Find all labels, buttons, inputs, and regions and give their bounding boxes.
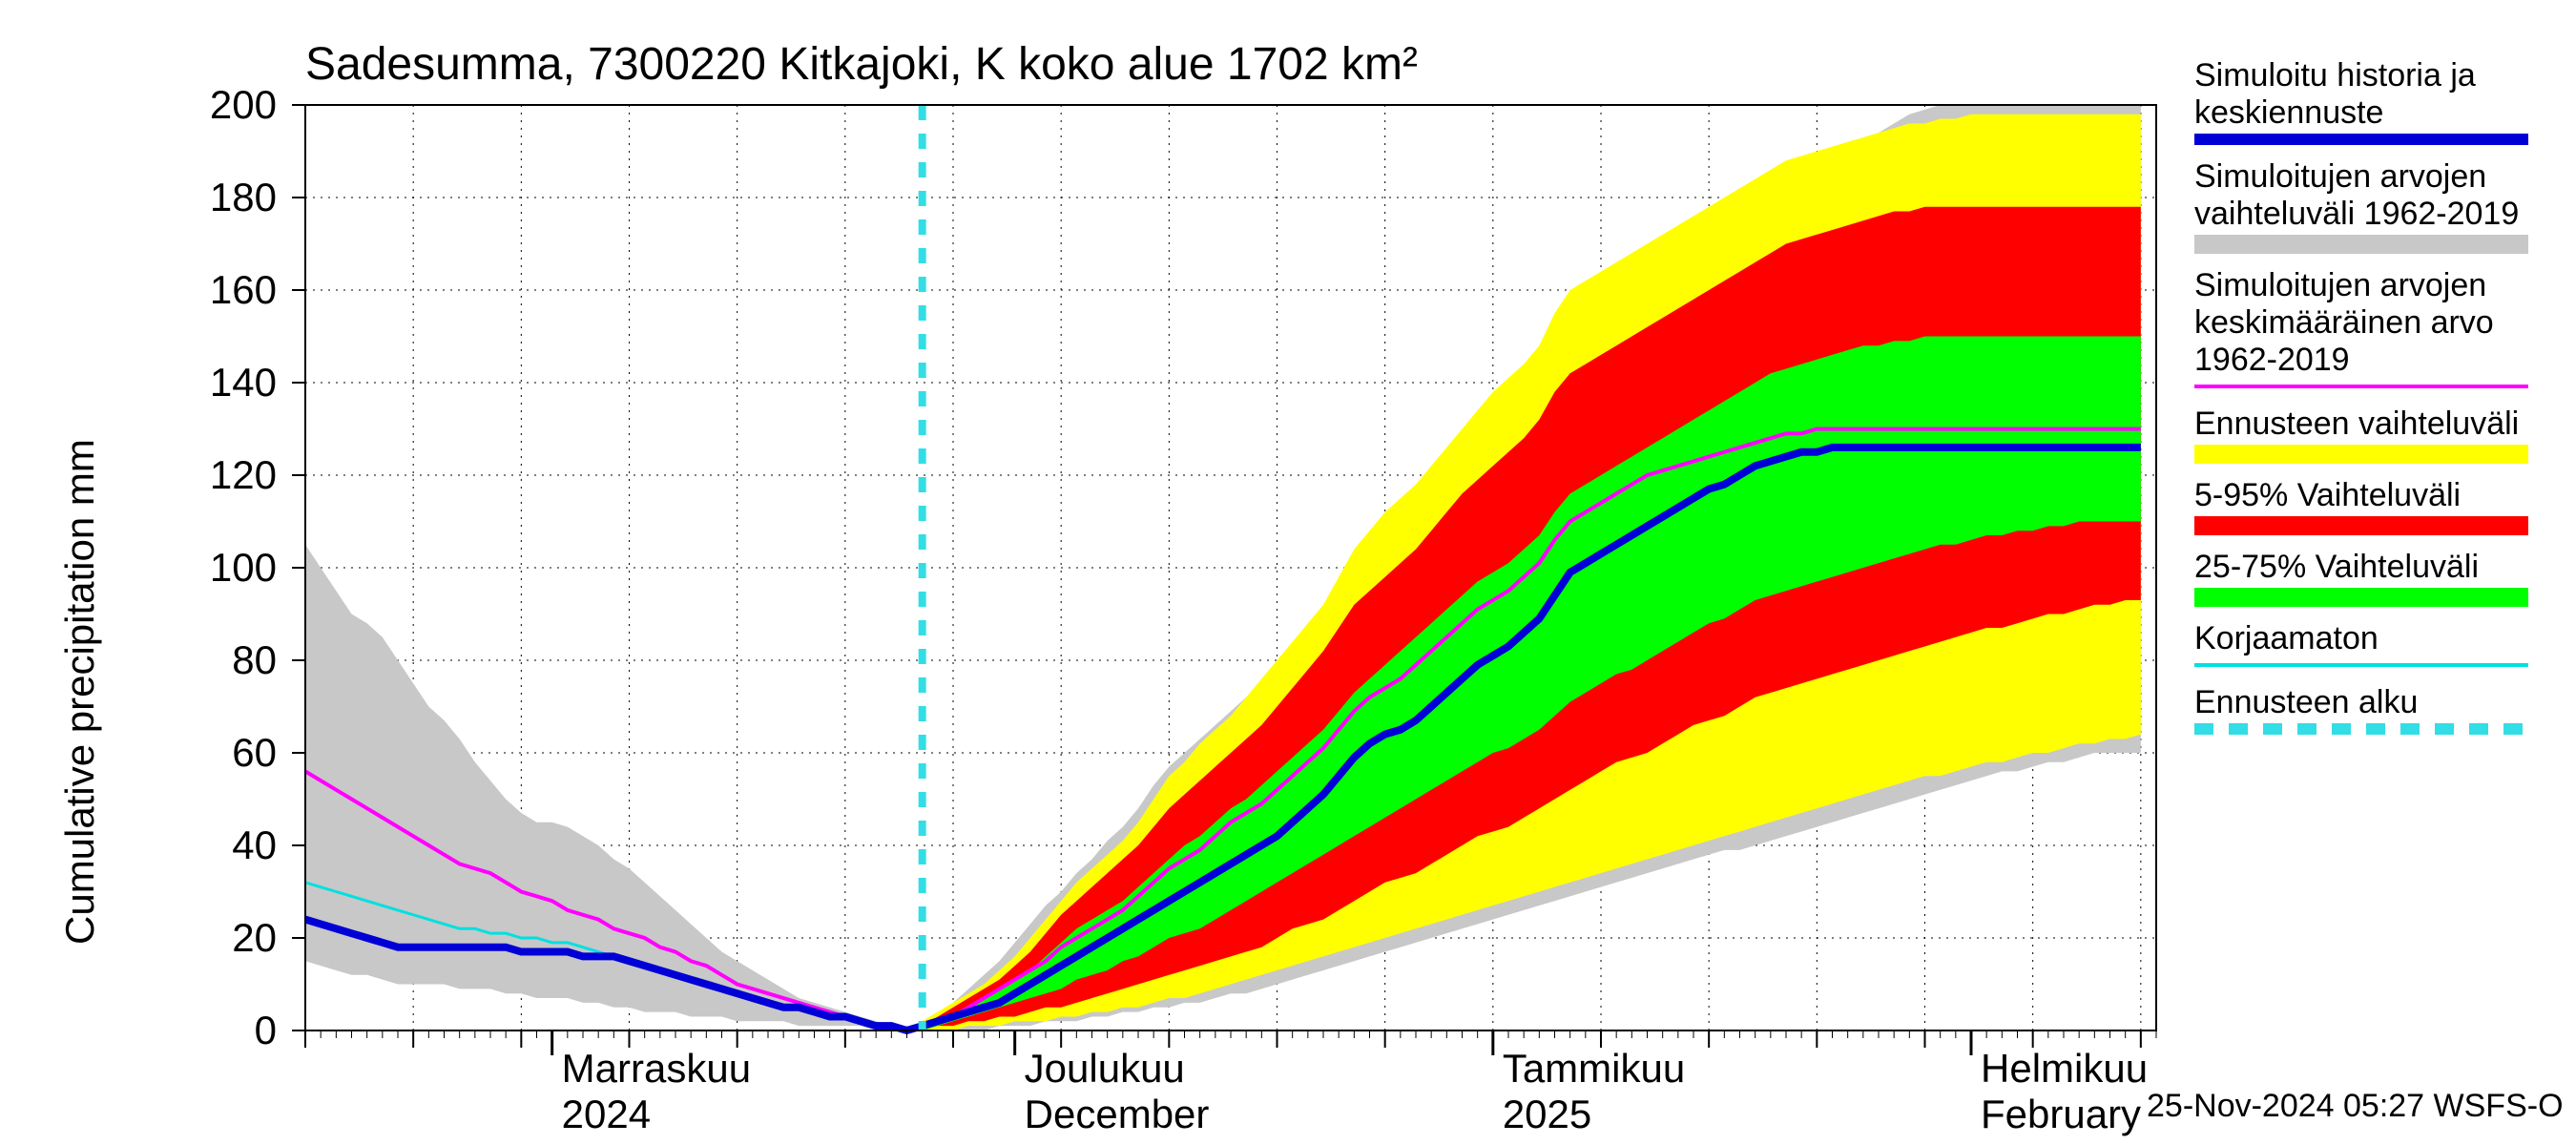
legend-swatch [2194,516,2528,535]
y-tick-label: 0 [181,1008,277,1053]
legend-label: Simuloitujen arvojen [2194,267,2557,304]
y-tick-label: 60 [181,730,277,776]
legend-label: Ennusteen alku [2194,684,2557,721]
legend-label: keskiennuste [2194,94,2557,132]
legend-label: Simuloitu historia ja [2194,57,2557,94]
legend-entry: Simuloitu historia jakeskiennuste [2194,57,2557,145]
x-tick-label-bot: December [1025,1092,1210,1137]
legend-label: 25-75% Vaihteluväli [2194,549,2557,586]
y-tick-label: 20 [181,915,277,961]
legend-entry: Ennusteen vaihteluväli [2194,406,2557,464]
legend-label: Ennusteen vaihteluväli [2194,406,2557,443]
legend-swatch [2194,385,2528,388]
x-tick-label-bot: 2024 [562,1092,651,1137]
legend-label: Korjaamaton [2194,620,2557,657]
plot-svg [0,0,2576,1145]
y-tick-label: 160 [181,267,277,313]
legend-swatch [2194,235,2528,254]
legend-label: keskimääräinen arvo [2194,304,2557,342]
x-tick-label-top: Joulukuu [1025,1046,1185,1092]
y-tick-label: 180 [181,175,277,220]
legend-swatch [2194,588,2528,607]
legend-entry: 25-75% Vaihteluväli [2194,549,2557,607]
x-tick-label-bot: February [1981,1092,2141,1137]
y-tick-label: 80 [181,637,277,683]
legend-label: Simuloitujen arvojen [2194,158,2557,196]
y-tick-label: 100 [181,545,277,591]
legend-swatch [2194,723,2528,735]
x-tick-label-top: Tammikuu [1503,1046,1685,1092]
x-tick-label-bot: 2025 [1503,1092,1591,1137]
y-tick-label: 40 [181,822,277,868]
footer-timestamp: 25-Nov-2024 05:27 WSFS-O [2147,1088,2564,1125]
legend-swatch [2194,663,2528,667]
chart-container: Sadesumma, 7300220 Kitkajoki, K koko alu… [0,0,2576,1145]
legend-entry: Korjaamaton [2194,620,2557,667]
y-tick-label: 120 [181,452,277,498]
legend-entry: Ennusteen alku [2194,684,2557,735]
legend-entry: Simuloitujen arvojenkeskimääräinen arvo … [2194,267,2557,388]
legend-entry: Simuloitujen arvojenvaihteluväli 1962-20… [2194,158,2557,254]
legend-label: vaihteluväli 1962-2019 [2194,196,2557,233]
legend-swatch [2194,445,2528,464]
legend: Simuloitu historia jakeskiennusteSimuloi… [2194,57,2557,748]
y-tick-label: 140 [181,360,277,406]
legend-label: 1962-2019 [2194,342,2557,379]
x-tick-label-top: Marraskuu [562,1046,751,1092]
legend-swatch [2194,134,2528,145]
legend-entry: 5-95% Vaihteluväli [2194,477,2557,535]
y-tick-label: 200 [181,82,277,128]
legend-label: 5-95% Vaihteluväli [2194,477,2557,514]
x-tick-label-top: Helmikuu [1981,1046,2148,1092]
